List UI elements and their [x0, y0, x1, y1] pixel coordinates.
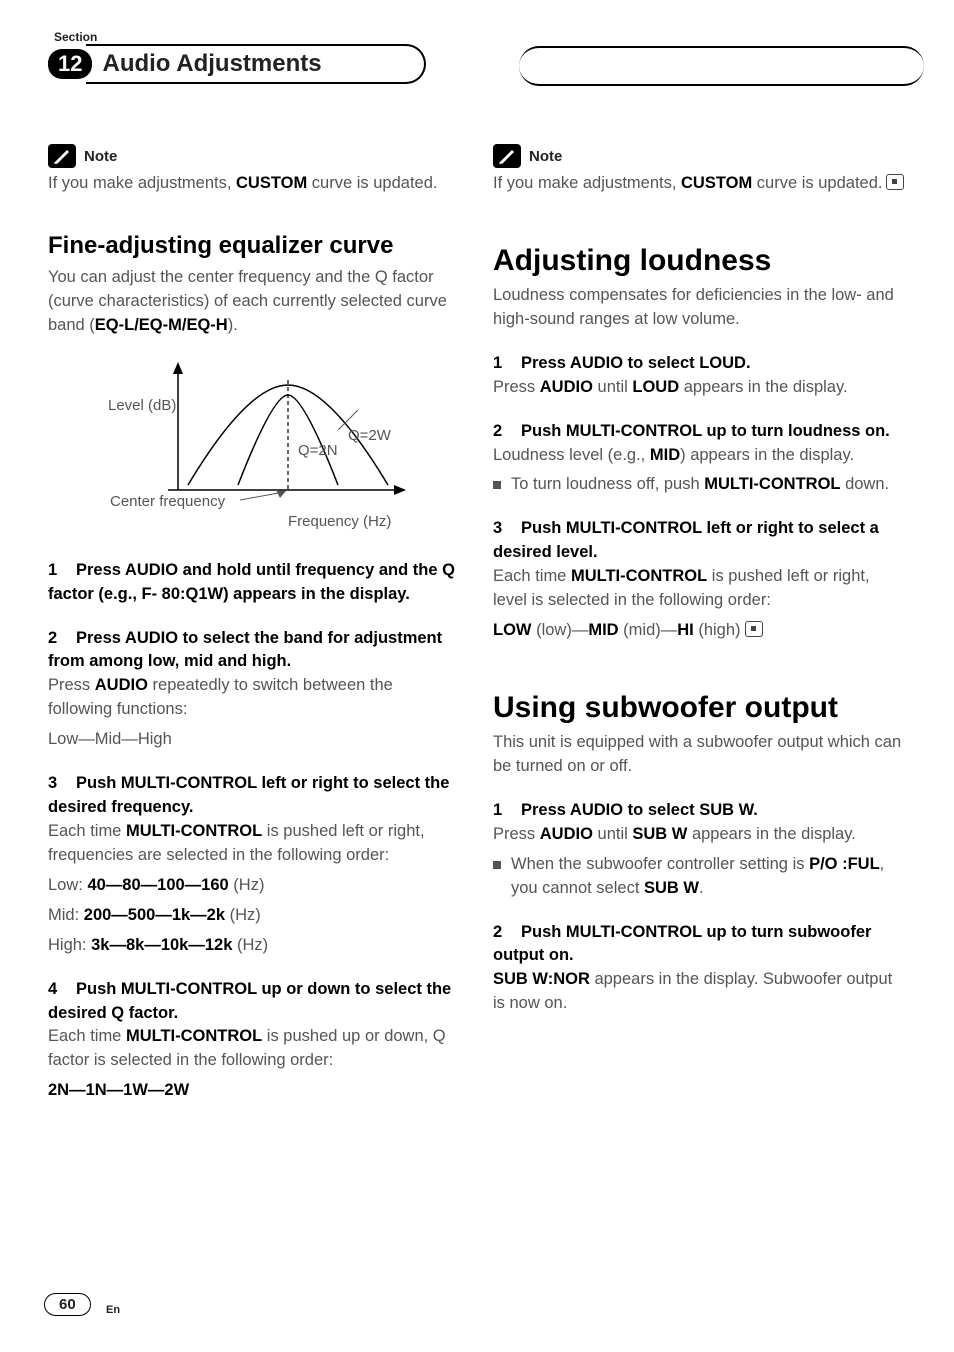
fine-step3-low: Low: 40—80—100—160 (Hz)	[48, 874, 461, 898]
fine-step3-mid: Mid: 200—500—1k—2k (Hz)	[48, 904, 461, 928]
svg-text:Frequency (Hz): Frequency (Hz)	[288, 513, 391, 530]
heading-fine-adjusting: Fine-adjusting equalizer curve	[48, 232, 461, 260]
note-text: If you make adjustments, CUSTOM curve is…	[48, 172, 461, 196]
note-icon	[493, 144, 521, 168]
loud-step3-head: 3Push MULTI-CONTROL left or right to sel…	[493, 517, 906, 565]
heading-subwoofer: Using subwoofer output	[493, 691, 906, 725]
loud-step2-head: 2Push MULTI-CONTROL up to turn loudness …	[493, 420, 906, 444]
right-column: Note If you make adjustments, CUSTOM cur…	[493, 144, 906, 1109]
note-label: Note	[84, 148, 117, 165]
end-icon	[886, 174, 904, 190]
end-icon	[745, 621, 763, 637]
fine-step3-high: High: 3k—8k—10k—12k (Hz)	[48, 934, 461, 958]
note-icon	[48, 144, 76, 168]
sub-step1-body: Press AUDIO until SUB W appears in the d…	[493, 823, 906, 847]
sub-step2-head: 2Push MULTI-CONTROL up to turn subwoofer…	[493, 921, 906, 969]
chapter-title: Audio Adjustments	[86, 44, 426, 84]
page-number: 60	[44, 1293, 91, 1316]
sub-step1-head: 1Press AUDIO to select SUB W.	[493, 799, 906, 823]
sub-intro: This unit is equipped with a subwoofer o…	[493, 731, 906, 779]
section-label: Section	[48, 30, 906, 44]
fine-step1: 1Press AUDIO and hold until frequency an…	[48, 559, 461, 607]
svg-text:Level (dB): Level (dB)	[108, 397, 176, 414]
heading-loudness: Adjusting loudness	[493, 244, 906, 278]
note-text-right: If you make adjustments, CUSTOM curve is…	[493, 172, 906, 196]
loud-step1-head: 1Press AUDIO to select LOUD.	[493, 352, 906, 376]
loud-step1-body: Press AUDIO until LOUD appears in the di…	[493, 376, 906, 400]
sub-step1-bullet: When the subwoofer controller setting is…	[493, 853, 906, 901]
svg-text:Q=2W: Q=2W	[348, 427, 392, 444]
note-label: Note	[529, 148, 562, 165]
bullet-icon	[493, 481, 501, 489]
loud-step3-body: Each time MULTI-CONTROL is pushed left o…	[493, 565, 906, 613]
fine-step3-body: Each time MULTI-CONTROL is pushed left o…	[48, 820, 461, 868]
fine-step2-line2: Low—Mid—High	[48, 728, 461, 752]
loud-intro: Loudness compensates for deficiencies in…	[493, 284, 906, 332]
fine-step4-head: 4Push MULTI-CONTROL up or down to select…	[48, 978, 461, 1026]
fine-step4-vals: 2N—1N—1W—2W	[48, 1079, 461, 1103]
loud-step2-body: Loudness level (e.g., MID) appears in th…	[493, 444, 906, 468]
language-label: En	[106, 1304, 120, 1316]
fine-step4-body: Each time MULTI-CONTROL is pushed up or …	[48, 1025, 461, 1073]
fine-step3-head: 3Push MULTI-CONTROL left or right to sel…	[48, 772, 461, 820]
svg-text:Q=2N: Q=2N	[298, 442, 338, 459]
fine-step2-head: 2Press AUDIO to select the band for adju…	[48, 627, 461, 675]
fine-intro: You can adjust the center frequency and …	[48, 266, 461, 338]
left-column: Note If you make adjustments, CUSTOM cur…	[48, 144, 461, 1109]
empty-header-pill	[519, 46, 924, 86]
fine-step2-body: Press AUDIO repeatedly to switch between…	[48, 674, 461, 722]
sub-step2-body: SUB W:NOR appears in the display. Subwoo…	[493, 968, 906, 1016]
svg-text:Center frequency: Center frequency	[110, 493, 226, 510]
loud-step3-line: LOW (low)—MID (mid)—HI (high)	[493, 619, 906, 643]
bullet-icon	[493, 861, 501, 869]
loud-step2-bullet: To turn loudness off, push MULTI-CONTROL…	[493, 473, 906, 497]
eq-curve-diagram: Level (dB) Q=2N Q=2W Center frequency Fr…	[48, 350, 461, 535]
